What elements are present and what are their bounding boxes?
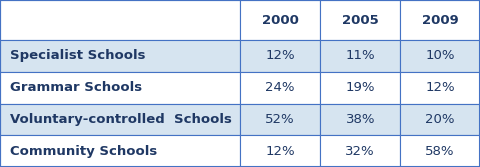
- Text: Specialist Schools: Specialist Schools: [10, 49, 145, 62]
- Text: 12%: 12%: [265, 145, 295, 158]
- Text: 11%: 11%: [346, 49, 375, 62]
- Text: 20%: 20%: [425, 113, 455, 126]
- Bar: [240, 40, 320, 72]
- Bar: [400, 72, 480, 104]
- Text: 12%: 12%: [265, 49, 295, 62]
- Bar: [320, 40, 400, 72]
- Bar: [0, 135, 240, 167]
- Bar: [0, 72, 240, 104]
- Bar: [400, 135, 480, 167]
- Text: 2005: 2005: [342, 14, 379, 27]
- Bar: [0, 104, 240, 135]
- Bar: [320, 72, 400, 104]
- Text: Voluntary-controlled  Schools: Voluntary-controlled Schools: [10, 113, 231, 126]
- Text: 12%: 12%: [425, 81, 455, 94]
- Bar: [320, 104, 400, 135]
- Text: Community Schools: Community Schools: [10, 145, 157, 158]
- Bar: [400, 0, 480, 40]
- Text: 38%: 38%: [346, 113, 375, 126]
- Bar: [320, 0, 400, 40]
- Bar: [240, 72, 320, 104]
- Text: 58%: 58%: [425, 145, 455, 158]
- Bar: [320, 135, 400, 167]
- Text: 19%: 19%: [346, 81, 375, 94]
- Bar: [400, 40, 480, 72]
- Text: Grammar Schools: Grammar Schools: [10, 81, 142, 94]
- Bar: [240, 104, 320, 135]
- Text: 24%: 24%: [265, 81, 295, 94]
- Bar: [0, 0, 240, 40]
- Text: 2009: 2009: [422, 14, 458, 27]
- Bar: [240, 135, 320, 167]
- Text: 2000: 2000: [262, 14, 299, 27]
- Text: 52%: 52%: [265, 113, 295, 126]
- Text: 32%: 32%: [346, 145, 375, 158]
- Text: 10%: 10%: [425, 49, 455, 62]
- Bar: [0, 40, 240, 72]
- Bar: [400, 104, 480, 135]
- Bar: [240, 0, 320, 40]
